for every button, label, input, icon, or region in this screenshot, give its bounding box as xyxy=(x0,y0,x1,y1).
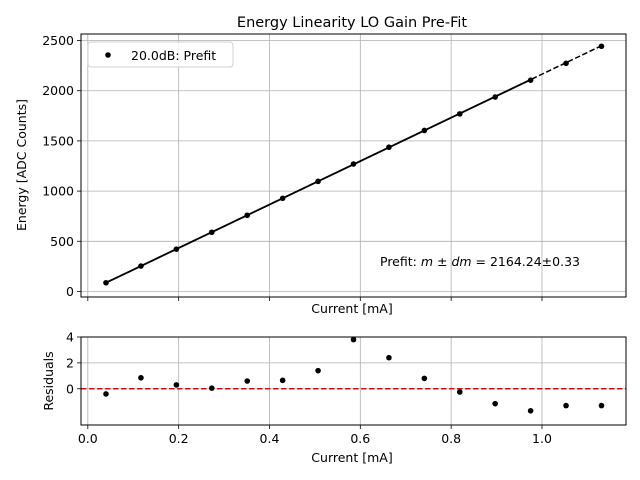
data-point xyxy=(350,161,357,167)
residual-point xyxy=(527,407,534,414)
data-point xyxy=(209,229,215,236)
data-point xyxy=(279,195,286,202)
fit-annotation: Prefit: m ± dm = 2164.24±0.33 xyxy=(380,254,580,269)
data-point xyxy=(421,127,428,134)
data-point xyxy=(492,94,499,100)
main-data-points xyxy=(103,43,605,286)
data-point xyxy=(173,246,180,252)
residual-point xyxy=(421,375,428,382)
data-point xyxy=(598,43,605,50)
data-point xyxy=(315,178,321,185)
main-grid xyxy=(81,34,626,297)
residual-point xyxy=(563,402,569,409)
legend-box xyxy=(87,41,234,68)
residual-point xyxy=(315,367,321,374)
residual-axes-frame xyxy=(80,336,627,426)
main-y-tick-label: 1000 xyxy=(42,184,74,199)
legend-entry: 20.0dB: Prefit xyxy=(131,48,216,63)
residual-point xyxy=(138,374,144,381)
data-point xyxy=(456,111,463,117)
data-point xyxy=(563,60,569,67)
data-point xyxy=(244,212,251,219)
residual-point xyxy=(598,402,605,409)
main-y-tick-label: 1500 xyxy=(42,133,74,148)
data-point xyxy=(386,144,392,151)
residual-x-tick-label: 0.8 xyxy=(441,431,461,446)
residual-x-tick-label: 1.0 xyxy=(532,431,552,446)
main-y-tick-label: 2000 xyxy=(42,83,74,98)
data-point xyxy=(103,279,109,286)
residual-y-tick-label: 0 xyxy=(66,381,74,396)
residual-y-tick-label: 2 xyxy=(66,355,74,370)
residual-plot-area: 0.0 0.2 0.4 0.6 0.8 1.0 0 2 4 xyxy=(66,330,627,447)
residual-ticks: 0.0 0.2 0.4 0.6 0.8 1.0 0 2 4 xyxy=(66,330,552,447)
residual-x-tick-label: 0.6 xyxy=(350,431,370,446)
legend-marker xyxy=(105,52,111,58)
residual-point xyxy=(279,377,286,384)
main-axes-frame xyxy=(80,33,627,298)
data-point xyxy=(138,263,144,269)
residual-points xyxy=(103,336,605,414)
main-chart-title: Energy Linearity LO Gain Pre-Fit xyxy=(237,15,467,31)
residual-y-axis-label: Residuals xyxy=(41,351,56,410)
residual-point xyxy=(386,354,392,361)
main-ticks: 0 500 1000 1500 2000 2500 xyxy=(42,33,543,301)
main-plot-area: 0 500 1000 1500 2000 2500 xyxy=(42,33,627,301)
data-point xyxy=(527,77,534,83)
residual-x-axis-label: Current [mA] xyxy=(311,450,392,465)
residual-x-tick-label: 0.0 xyxy=(78,431,98,446)
residual-point xyxy=(350,336,357,343)
legend: 20.0dB: Prefit xyxy=(87,41,234,68)
main-x-axis-label: Current [mA] xyxy=(311,301,392,316)
residual-point xyxy=(492,400,499,407)
fit-annotation-value: = 2164.24±0.33 xyxy=(472,254,580,269)
main-y-tick-label: 0 xyxy=(66,284,74,299)
residual-y-tick-label: 4 xyxy=(66,330,74,345)
main-y-axis-label: Energy [ADC Counts] xyxy=(14,99,29,231)
residual-point xyxy=(456,389,463,395)
main-y-tick-label: 500 xyxy=(50,234,74,249)
fit-annotation-math: m ± dm xyxy=(421,254,472,269)
residual-point xyxy=(173,382,180,388)
residual-x-tick-label: 0.4 xyxy=(260,431,280,446)
main-y-tick-label: 2500 xyxy=(42,33,74,48)
residual-point xyxy=(244,378,251,384)
residual-point xyxy=(209,385,215,391)
fit-annotation-prefix: Prefit: xyxy=(380,254,421,269)
residual-point xyxy=(103,391,109,397)
residual-x-tick-label: 0.2 xyxy=(169,431,189,446)
